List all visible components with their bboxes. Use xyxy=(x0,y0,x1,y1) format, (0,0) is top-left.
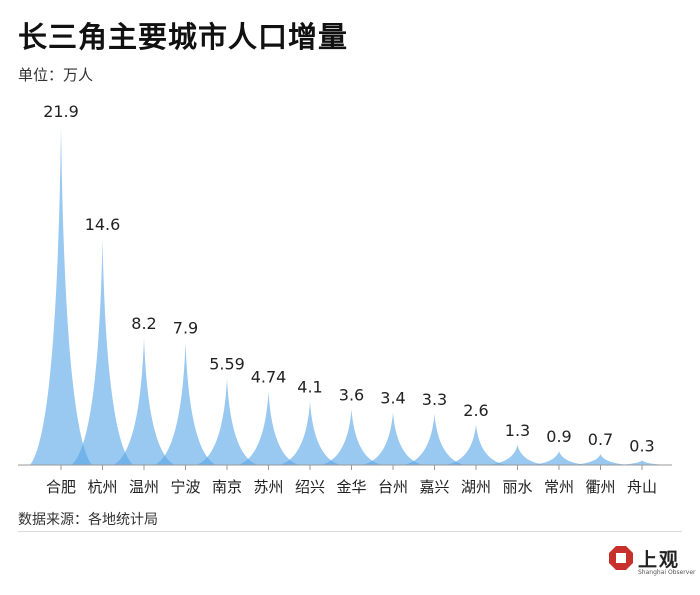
category-label: 湖州 xyxy=(461,478,491,496)
value-label: 8.2 xyxy=(131,314,156,333)
category-label: 杭州 xyxy=(87,478,117,496)
category-label: 衢州 xyxy=(585,478,615,496)
value-label: 0.3 xyxy=(629,436,654,455)
value-label: 2.6 xyxy=(463,401,488,420)
value-label: 7.9 xyxy=(173,319,198,338)
category-label: 苏州 xyxy=(253,478,283,496)
category-label: 嘉兴 xyxy=(419,478,449,496)
bar-绍兴 xyxy=(279,401,341,465)
value-label: 4.1 xyxy=(297,378,322,397)
data-source: 数据来源：各地统计局 xyxy=(18,512,158,528)
category-label: 丽水 xyxy=(502,478,532,496)
bar-温州 xyxy=(113,338,175,465)
bar-南京 xyxy=(196,378,258,465)
value-label: 3.4 xyxy=(380,388,405,407)
category-label: 常州 xyxy=(544,478,574,496)
unit-label: 单位：万人 xyxy=(18,66,94,84)
bar-丽水 xyxy=(486,444,549,465)
bar-金华 xyxy=(320,409,383,465)
category-label: 台州 xyxy=(378,478,408,496)
bar-常州 xyxy=(528,451,590,465)
brand-subtitle: Shanghai Observer xyxy=(638,569,696,576)
bar-嘉兴 xyxy=(403,413,466,465)
category-label: 南京 xyxy=(212,478,242,496)
value-label: 4.74 xyxy=(251,368,287,387)
bar-湖州 xyxy=(445,424,507,465)
category-label: 宁波 xyxy=(170,478,200,496)
population-growth-chart: 21.9 合肥 14.6 杭州 8.2 温州 7.9 宁波 5.59 南京 4.74 苏州 4.1 绍兴 3… xyxy=(18,102,673,496)
value-label: 0.9 xyxy=(546,427,571,446)
category-label: 绍兴 xyxy=(295,478,325,496)
value-label: 3.6 xyxy=(339,385,364,404)
value-label: 21.9 xyxy=(43,102,79,121)
brand-name: 上观 xyxy=(638,549,681,571)
shangguan-logo-icon xyxy=(609,546,633,570)
chart-title: 长三角主要城市人口增量 xyxy=(18,20,349,54)
bar-苏州 xyxy=(237,391,300,465)
category-label: 舟山 xyxy=(627,478,657,496)
footer-divider xyxy=(18,531,682,532)
category-label: 金华 xyxy=(336,478,366,496)
bar-宁波 xyxy=(154,342,217,465)
value-label: 0.7 xyxy=(588,430,613,449)
brand-logo-block[interactable]: 上观 Shanghai Observer xyxy=(608,545,695,585)
bar-衢州 xyxy=(569,454,632,465)
value-label: 14.6 xyxy=(85,215,121,234)
bar-合肥 xyxy=(30,126,92,465)
bar-台州 xyxy=(362,412,424,465)
bar-舟山 xyxy=(611,460,673,465)
category-label: 合肥 xyxy=(46,478,76,496)
value-label: 1.3 xyxy=(505,421,530,440)
category-label: 温州 xyxy=(129,478,159,496)
value-label: 5.59 xyxy=(209,354,245,373)
bar-杭州 xyxy=(71,239,134,465)
value-label: 3.3 xyxy=(422,390,447,409)
